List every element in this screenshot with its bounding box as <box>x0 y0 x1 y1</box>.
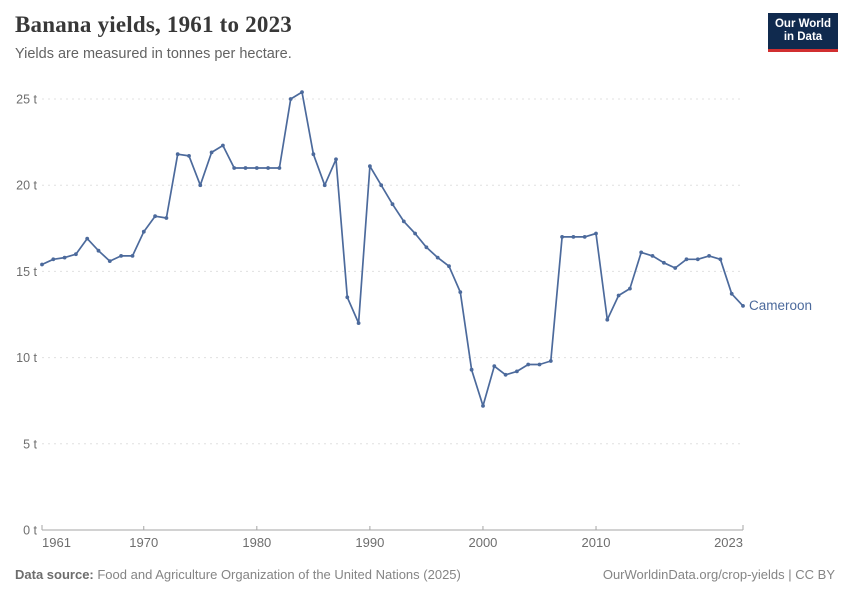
data-point[interactable] <box>413 231 417 236</box>
data-source-label: Data source: <box>15 567 94 582</box>
data-point[interactable] <box>107 259 112 263</box>
data-point[interactable] <box>424 245 429 250</box>
data-point[interactable] <box>277 166 282 170</box>
y-tick-label: 25 t <box>16 93 37 107</box>
data-point[interactable] <box>311 152 316 157</box>
data-point[interactable] <box>390 202 395 207</box>
data-point[interactable] <box>243 166 248 170</box>
data-point[interactable] <box>96 248 101 253</box>
data-point[interactable] <box>560 235 564 239</box>
page-title: Banana yields, 1961 to 2023 <box>15 12 292 37</box>
data-point[interactable] <box>130 254 135 258</box>
data-point[interactable] <box>221 143 225 148</box>
data-point[interactable] <box>447 264 451 269</box>
y-tick-label: 5 t <box>23 437 37 451</box>
data-point[interactable] <box>503 372 508 377</box>
data-point[interactable] <box>356 321 361 325</box>
data-point[interactable] <box>119 254 123 258</box>
data-source-text: Food and Agriculture Organization of the… <box>93 567 461 582</box>
x-tick-label: 1990 <box>355 535 384 550</box>
data-point[interactable] <box>198 183 203 188</box>
chart-footer: Data source: Food and Agriculture Organi… <box>15 567 835 582</box>
data-point[interactable] <box>368 164 372 169</box>
data-point[interactable] <box>537 362 542 367</box>
data-point[interactable] <box>582 235 587 239</box>
data-point[interactable] <box>458 290 463 294</box>
x-tick-label: 1970 <box>129 535 158 550</box>
x-tick-label: 1961 <box>42 535 71 550</box>
data-source: Data source: Food and Agriculture Organi… <box>15 567 461 582</box>
data-point[interactable] <box>616 293 621 298</box>
data-point[interactable] <box>673 266 678 270</box>
line-chart-canvas[interactable]: 0 t 5 t 10 t 15 t 20 t 25 t 1961 1970 1980 1990 20… <box>0 0 850 560</box>
data-point[interactable] <box>254 166 259 170</box>
data-series-line[interactable] <box>41 91 744 407</box>
data-point[interactable] <box>628 286 632 291</box>
data-point[interactable] <box>469 367 474 372</box>
data-point[interactable] <box>153 214 158 219</box>
credit-link[interactable]: OurWorldinData.org/crop-yields | CC BY <box>602 567 835 582</box>
data-point[interactable] <box>605 317 610 322</box>
data-point[interactable] <box>74 252 78 257</box>
data-point[interactable] <box>526 362 531 367</box>
data-point[interactable] <box>209 150 214 155</box>
data-point[interactable] <box>662 260 666 265</box>
data-point[interactable] <box>322 183 327 188</box>
y-tick-label: 0 t <box>23 524 37 538</box>
data-point[interactable] <box>571 235 576 239</box>
data-point[interactable] <box>164 216 169 220</box>
y-tick-label: 10 t <box>16 351 37 365</box>
data-point[interactable] <box>40 262 44 267</box>
data-point[interactable] <box>707 254 711 258</box>
data-point[interactable] <box>515 369 519 374</box>
series-label[interactable]: Cameroon <box>749 298 812 313</box>
data-point[interactable] <box>334 157 338 162</box>
data-point[interactable] <box>187 154 191 158</box>
data-point[interactable] <box>85 236 90 241</box>
data-point[interactable] <box>141 229 146 234</box>
x-tick-label: 2010 <box>582 535 611 550</box>
data-point[interactable] <box>695 257 700 262</box>
owid-logo-line2: in Data <box>783 31 823 43</box>
data-point[interactable] <box>548 359 553 363</box>
data-point[interactable] <box>741 304 745 308</box>
chart-subtitle: Yields are measured in tonnes per hectar… <box>15 46 292 62</box>
data-point[interactable] <box>288 97 293 101</box>
data-point[interactable] <box>62 255 67 260</box>
x-tick-label: 2023 <box>714 535 743 550</box>
data-point[interactable] <box>345 295 350 300</box>
y-tick-label: 20 t <box>16 179 37 193</box>
data-point[interactable] <box>232 166 237 170</box>
data-point[interactable] <box>481 404 485 408</box>
data-point[interactable] <box>492 364 497 369</box>
y-tick-label: 15 t <box>16 265 37 279</box>
data-point[interactable] <box>650 254 655 258</box>
owid-logo-line1: Our World <box>774 18 831 30</box>
data-point[interactable] <box>729 291 734 296</box>
data-point[interactable] <box>51 257 56 262</box>
data-point[interactable] <box>300 90 304 94</box>
data-point[interactable] <box>684 257 689 262</box>
data-point[interactable] <box>639 250 644 255</box>
data-point[interactable] <box>175 152 180 157</box>
data-point[interactable] <box>435 255 440 260</box>
data-point[interactable] <box>594 231 598 236</box>
owid-logo[interactable]: Our World in Data <box>768 13 838 52</box>
x-tick-label: 2000 <box>468 535 497 550</box>
data-point[interactable] <box>401 219 406 224</box>
data-point[interactable] <box>266 166 270 170</box>
x-tick-label: 1980 <box>242 535 271 550</box>
data-point[interactable] <box>379 183 384 188</box>
data-point[interactable] <box>718 257 723 262</box>
